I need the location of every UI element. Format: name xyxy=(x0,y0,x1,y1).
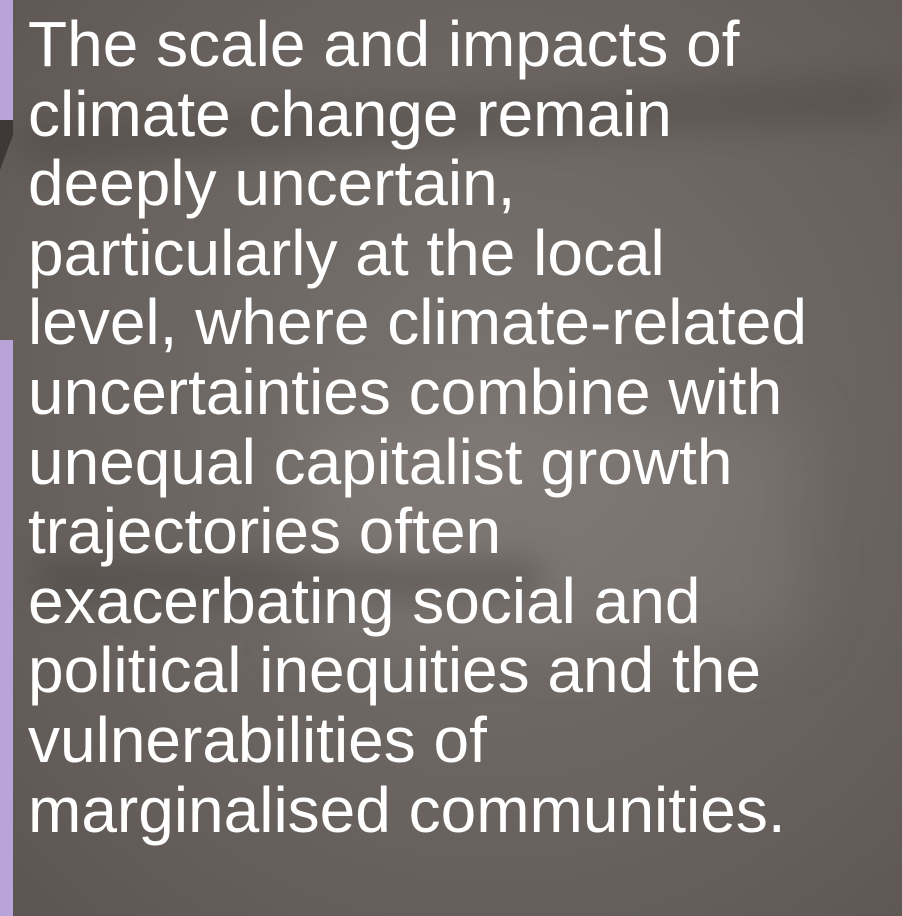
accent-strip xyxy=(0,0,13,135)
text-line: deeply uncertain, xyxy=(28,149,807,219)
text-line: uncertainties combine with xyxy=(28,358,807,428)
accent-corner xyxy=(0,120,20,180)
text-line: political inequities and the xyxy=(28,636,807,706)
text-line: vulnerabilities of xyxy=(28,706,807,776)
body: {"body": {"lines": [ "The scale and impa… xyxy=(0,0,902,916)
text-line: level, where climate-related xyxy=(28,288,807,358)
accent-strip xyxy=(0,340,13,916)
text-line: marginalised communities. xyxy=(28,776,807,846)
text-line: trajectories often xyxy=(28,497,807,567)
text-line: The scale and impacts of xyxy=(28,10,807,80)
text-line: unequal capitalist growth xyxy=(28,428,807,498)
slide: The scale and impacts ofclimate change r… xyxy=(0,0,902,916)
text-line: particularly at the local xyxy=(28,219,807,289)
text-line: climate change remain xyxy=(28,80,807,150)
page: html, body { margin: 0; padding: 0; } bo… xyxy=(0,0,902,916)
text-line: exacerbating social and xyxy=(28,567,807,637)
